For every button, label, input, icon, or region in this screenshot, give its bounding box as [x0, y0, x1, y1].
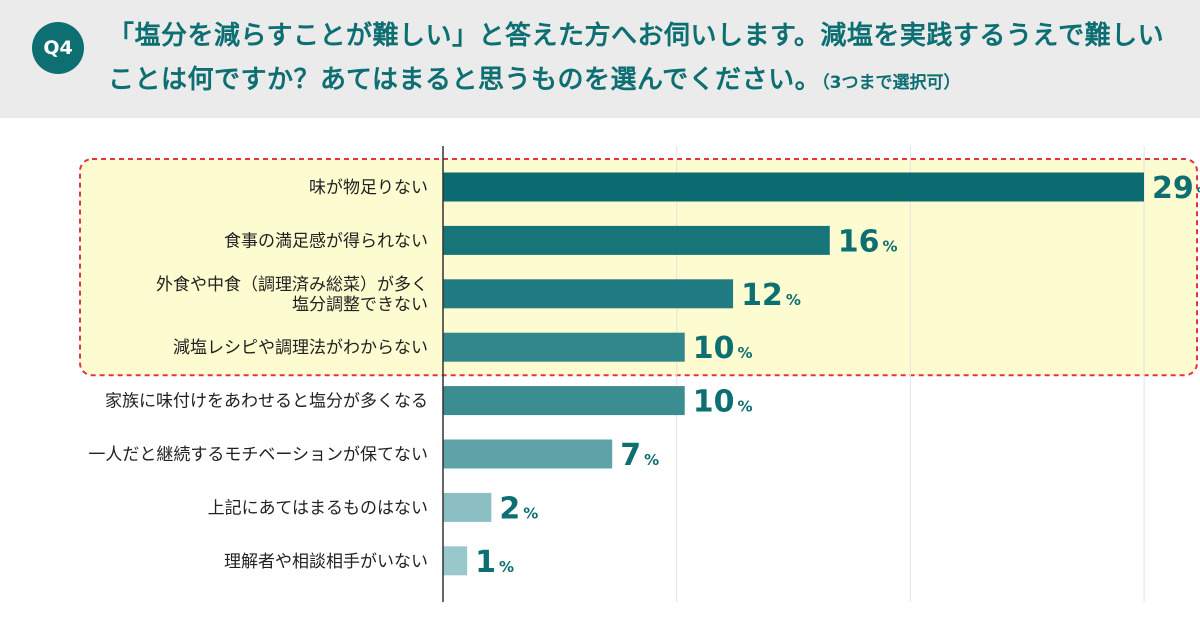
category-label: 一人だと継続するモチベーションが保てない — [88, 445, 428, 465]
value-label: 7% — [620, 438, 659, 473]
bar — [443, 279, 734, 309]
category-label-line: 塩分調整できない — [292, 295, 428, 315]
bar — [443, 386, 685, 416]
bar-layer — [443, 172, 1144, 576]
value-number: 2 — [499, 491, 520, 526]
value-unit: % — [883, 237, 898, 255]
value-number: 29 — [1152, 171, 1194, 206]
category-label-line: 一人だと継続するモチベーションが保てない — [88, 445, 428, 465]
category-label: 理解者や相談相手がいない — [224, 552, 428, 572]
bar — [443, 225, 830, 255]
value-number: 10 — [693, 331, 735, 366]
bar — [443, 546, 468, 576]
bar — [443, 439, 613, 469]
highlight-box — [79, 158, 1198, 377]
question-body: 「塩分を減らすことが難しい」と答えた方へお伺いします。減塩を実践するうえで難しい… — [108, 21, 1165, 95]
bar — [443, 172, 1144, 202]
value-number: 12 — [741, 278, 783, 313]
category-label-line: 理解者や相談相手がいない — [224, 552, 428, 572]
grid-layer — [676, 146, 1145, 602]
value-number: 1 — [475, 545, 496, 580]
value-unit: % — [644, 451, 659, 469]
value-unit: % — [737, 398, 752, 416]
category-label-layer: 味が物足りない食事の満足感が得られない外食や中食（調理済み総菜）が多く塩分調整で… — [88, 178, 428, 572]
category-label: 家族に味付けをあわせると塩分が多くなる — [105, 392, 428, 412]
category-label: 味が物足りない — [309, 178, 428, 198]
value-label: 29% — [1152, 171, 1200, 206]
value-label: 2% — [499, 491, 538, 526]
value-number: 7 — [620, 438, 641, 473]
value-number: 10 — [693, 385, 735, 420]
category-label-line: 外食や中食（調理済み総菜）が多く — [156, 275, 428, 295]
category-label: 食事の満足感が得られない — [224, 231, 428, 251]
highlight-layer — [79, 158, 1198, 377]
value-unit: % — [523, 504, 538, 522]
question-note: （3つまで選択可） — [821, 73, 961, 93]
value-label: 16% — [838, 224, 898, 259]
category-label-line: 食事の満足感が得られない — [224, 231, 428, 251]
value-label: 10% — [693, 385, 753, 420]
category-label-line: 味が物足りない — [309, 178, 428, 198]
question-header: Q4 「塩分を減らすことが難しい」と答えた方へお伺いします。減塩を実践するうえで… — [0, 0, 1200, 118]
value-unit: % — [499, 558, 514, 576]
category-label-line: 上記にあてはまるものはない — [208, 498, 428, 518]
question-badge: Q4 — [32, 22, 84, 74]
category-label-line: 減塩レシピや調理法がわからない — [173, 338, 428, 358]
category-label: 減塩レシピや調理法がわからない — [173, 338, 428, 358]
value-label-layer: 29%16%12%10%10%7%2%1% — [475, 171, 1200, 580]
value-unit: % — [1197, 184, 1200, 202]
category-label: 上記にあてはまるものはない — [208, 498, 428, 518]
category-label-line: 家族に味付けをあわせると塩分が多くなる — [105, 392, 428, 412]
value-unit: % — [786, 291, 801, 309]
value-unit: % — [737, 344, 752, 362]
value-label: 1% — [475, 545, 514, 580]
bar — [443, 332, 685, 362]
value-label: 12% — [741, 278, 801, 313]
category-label: 外食や中食（調理済み総菜）が多く塩分調整できない — [156, 275, 428, 315]
bar — [443, 492, 492, 522]
question-text: 「塩分を減らすことが難しい」と答えた方へお伺いします。減塩を実践するうえで難しい… — [108, 14, 1178, 105]
value-label: 10% — [693, 331, 753, 366]
value-number: 16 — [838, 224, 880, 259]
